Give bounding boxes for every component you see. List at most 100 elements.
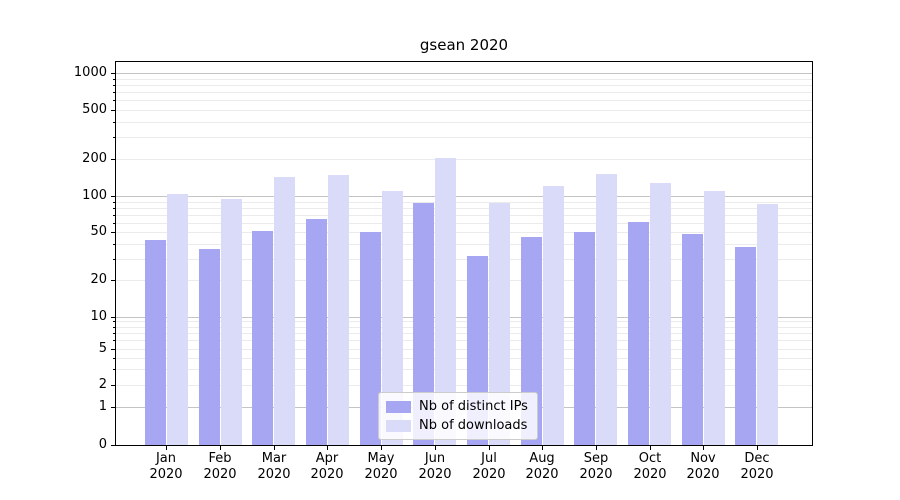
bar-distinct-ips-jun	[413, 203, 435, 445]
y-tick-label: 1000	[73, 65, 107, 80]
gridline-minor	[116, 109, 812, 111]
gridline-minor	[116, 121, 812, 123]
bar-downloads-dec	[757, 204, 779, 445]
gridline-minor	[116, 207, 812, 209]
y-tick-label: 100	[82, 188, 107, 203]
x-tick-label-apr: Apr 2020	[310, 451, 344, 482]
bar-distinct-ips-apr	[305, 219, 327, 445]
bar-downloads-mar	[274, 177, 296, 445]
bar-downloads-oct	[650, 183, 672, 445]
x-tick-label-jan: Jan 2020	[149, 451, 183, 482]
gridline-minor	[116, 84, 812, 86]
y-minor-tick	[113, 136, 115, 138]
y-minor-tick	[113, 84, 115, 86]
y-tick	[111, 406, 115, 408]
y-minor-tick	[113, 326, 115, 328]
legend-item-downloads: Nb of downloads	[386, 416, 528, 435]
bar-distinct-ips-dec	[735, 247, 757, 445]
x-tick-label-feb: Feb 2020	[203, 451, 237, 482]
y-tick	[111, 384, 115, 386]
x-tick-label-aug: Aug 2020	[525, 451, 559, 482]
y-tick-label: 200	[82, 151, 107, 166]
x-tick-label-may: May 2020	[364, 451, 398, 482]
x-tick-label-jul: Jul 2020	[472, 451, 506, 482]
bar-downloads-nov	[703, 191, 725, 445]
gridline-major	[116, 195, 812, 197]
bar-distinct-ips-oct	[628, 222, 650, 445]
y-tick-label: 5	[98, 341, 107, 356]
gridline-minor	[116, 99, 812, 101]
gridline-major	[116, 72, 812, 74]
y-tick	[111, 316, 115, 318]
gridline-minor	[116, 339, 812, 341]
x-tick	[381, 446, 382, 450]
bar-downloads-jan	[166, 194, 188, 445]
bar-distinct-ips-jan	[144, 240, 166, 445]
gridline-minor	[116, 214, 812, 216]
y-tick	[111, 444, 115, 446]
y-minor-tick	[113, 201, 115, 203]
legend-item-distinct-ips: Nb of distinct IPs	[386, 397, 528, 416]
x-tick	[489, 446, 490, 450]
y-tick	[111, 348, 115, 350]
gridline-major	[116, 316, 812, 318]
gridline-minor	[116, 136, 812, 138]
gridline-minor	[116, 368, 812, 370]
x-tick	[596, 446, 597, 450]
y-minor-tick	[113, 91, 115, 93]
bar-distinct-ips-nov	[681, 234, 703, 445]
bar-downloads-feb	[220, 199, 242, 445]
y-minor-tick	[113, 339, 115, 341]
gridline-minor	[116, 231, 812, 233]
bar-distinct-ips-sep	[574, 232, 596, 445]
gridline-minor	[116, 201, 812, 203]
gridline-minor	[116, 357, 812, 359]
bar-downloads-jun	[435, 158, 457, 445]
y-tick-label: 0	[98, 437, 107, 452]
y-tick-label: 2	[98, 377, 107, 392]
x-tick	[435, 446, 436, 450]
legend-swatch-downloads	[386, 419, 411, 432]
gridline-minor	[116, 91, 812, 93]
y-minor-tick	[113, 258, 115, 260]
bar-downloads-apr	[327, 175, 349, 445]
y-minor-tick	[113, 207, 115, 209]
gridline-minor	[116, 320, 812, 322]
gridline-minor	[116, 222, 812, 224]
x-tick-label-nov: Nov 2020	[686, 451, 720, 482]
y-minor-tick	[113, 332, 115, 334]
y-tick	[111, 231, 115, 233]
x-tick	[650, 446, 651, 450]
bar-distinct-ips-mar	[252, 231, 274, 445]
y-tick	[111, 72, 115, 74]
legend-label-downloads: Nb of downloads	[419, 418, 528, 433]
y-minor-tick	[113, 243, 115, 245]
gridline-minor	[116, 326, 812, 328]
bar-downloads-sep	[596, 174, 618, 445]
gridline-minor	[116, 384, 812, 386]
bar-downloads-jul	[489, 203, 511, 445]
bar-downloads-aug	[542, 186, 564, 445]
x-tick	[542, 446, 543, 450]
x-tick-label-oct: Oct 2020	[633, 451, 667, 482]
y-minor-tick	[113, 357, 115, 359]
x-tick	[327, 446, 328, 450]
legend: Nb of distinct IPs Nb of downloads	[378, 392, 538, 440]
gridline-minor	[116, 348, 812, 350]
y-minor-tick	[113, 99, 115, 101]
legend-swatch-distinct-ips	[386, 400, 411, 413]
y-tick	[111, 195, 115, 197]
y-minor-tick	[113, 214, 115, 216]
legend-label-distinct-ips: Nb of distinct IPs	[419, 399, 528, 414]
y-tick-label: 10	[90, 309, 107, 324]
bar-distinct-ips-may	[359, 232, 381, 445]
y-tick-label: 500	[82, 102, 107, 117]
chart-title: gsean 2020	[419, 36, 509, 54]
x-tick-label-sep: Sep 2020	[579, 451, 613, 482]
bar-downloads-may	[381, 191, 403, 445]
y-tick-label: 1	[98, 399, 107, 414]
gridline-minor	[116, 78, 812, 80]
x-tick-label-dec: Dec 2020	[740, 451, 774, 482]
y-minor-tick	[113, 368, 115, 370]
